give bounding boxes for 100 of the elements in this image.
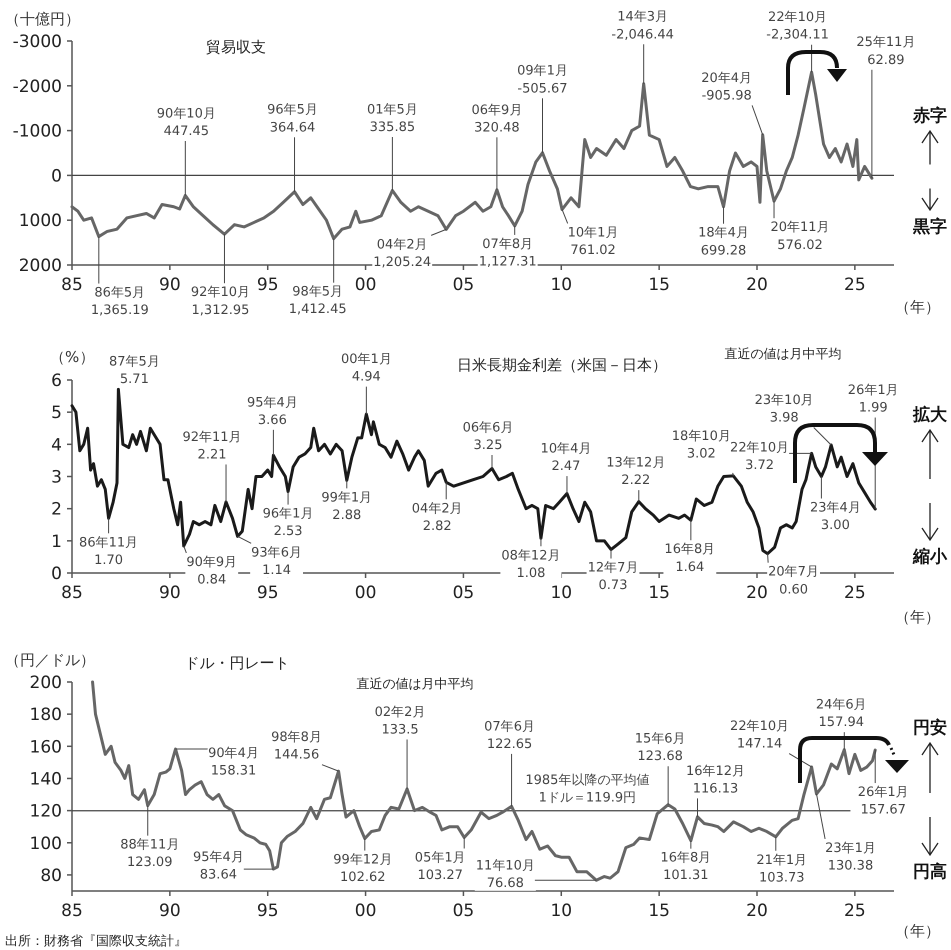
text: 出所：財務省『国際収支統計』 [5, 934, 187, 949]
y-tick-label: 1 [51, 532, 62, 552]
annotation: 86年11月 1.70 [79, 535, 138, 568]
annotation: 11年10月 76.68 [476, 858, 535, 891]
y-tick-label: 200 [30, 673, 62, 693]
text: 円高 [913, 862, 947, 882]
annotation: 12年7月 0.73 [588, 560, 638, 594]
x-tick-label: 85 [61, 901, 83, 921]
x-tick-label: 00 [354, 901, 376, 921]
chart-subtitle: 直近の値は月中平均 [356, 677, 474, 692]
annotation: 20年11月 576.02 [770, 220, 830, 253]
annotation: 23年10月 3.98 [754, 392, 814, 426]
x-tick-label: 10 [550, 583, 572, 603]
y-tick-label: 3 [51, 468, 62, 488]
annotation: 99年12月 102.62 [333, 852, 392, 886]
annotation: 22年10月 3.72 [730, 440, 790, 473]
x-tick-label: 20 [746, 275, 768, 295]
x-tick-label: 25 [844, 275, 866, 295]
x-tick-label: 85 [61, 583, 83, 603]
y-tick-label: -2000 [12, 76, 62, 97]
annotation: 05年1月 103.27 [414, 850, 466, 884]
x-tick-label: 15 [648, 583, 670, 603]
y-axis-title: （円／ドル） [5, 651, 95, 669]
x-tick-label: 10 [550, 901, 572, 921]
x-tick-label: 90 [159, 275, 181, 295]
y-tick-label: 120 [30, 802, 62, 822]
annotation: 07年6月 122.65 [484, 719, 535, 752]
annotation: 90年9月 0.84 [186, 554, 238, 588]
annotation: 02年2月 133.5 [374, 704, 426, 738]
x-tick-label: 25 [844, 583, 866, 603]
annotation: 95年4月 83.64 [192, 850, 244, 883]
annotation: 90年10月 447.45 [156, 106, 216, 139]
x-tick-label: 95 [256, 583, 279, 603]
x-tick-label: 15 [648, 901, 670, 921]
annotation: 88年11月 123.09 [120, 838, 180, 870]
annotation: 16年8月 1.64 [664, 542, 716, 575]
annotation: 15年6月 123.68 [634, 732, 686, 764]
y-axis-title: （十億円） [5, 10, 80, 28]
annotation: 18年4月 699.28 [698, 226, 749, 258]
x-tick-label: 05 [452, 275, 474, 295]
y-tick-label: 180 [30, 705, 62, 726]
annotation: 00年1月 4.94 [340, 352, 392, 385]
annotation: 90年4月 158.31 [208, 746, 259, 779]
annotation: 16年8月 101.31 [660, 850, 712, 884]
x-axis-title: （年） [895, 608, 940, 626]
annotation: 06年9月 320.48 [471, 102, 522, 136]
annotation: 23年1月 130.38 [825, 840, 876, 874]
y-tick-label: 2000 [18, 256, 62, 276]
text: 赤字 [912, 106, 947, 126]
annotation: 20年7月 0.60 [768, 564, 819, 598]
annotation: 04年2月 2.82 [412, 501, 463, 534]
annotation: 06年6月 3.25 [462, 420, 514, 454]
annotation: 86年5月 1,365.19 [90, 286, 149, 318]
annotation: 01年5月 335.85 [366, 102, 418, 135]
chart-title: ドル・円レート [184, 654, 290, 672]
annotation: 18年10月 3.02 [672, 428, 731, 462]
y-tick-label: 140 [30, 769, 62, 790]
x-tick-label: 25 [844, 901, 866, 921]
x-tick-label: 95 [256, 275, 279, 295]
x-tick-label: 90 [159, 901, 181, 921]
x-tick-label: 05 [452, 901, 474, 921]
annotation: 26年1月 1.99 [848, 382, 899, 416]
annotation: 20年4月 -905.98 [701, 70, 752, 104]
annotation: 04年2月 1,205.24 [373, 237, 432, 270]
annotation: 99年1月 2.88 [321, 490, 372, 523]
y-tick-label: 5 [51, 403, 62, 424]
annotation: 08年12月 1.08 [501, 548, 560, 581]
text: 縮小 [912, 547, 948, 567]
annotation: 98年8月 144.56 [271, 730, 322, 763]
x-axis-title: （年） [895, 298, 940, 316]
y-tick-label: 2 [51, 500, 62, 520]
y-tick-label: -3000 [12, 32, 62, 52]
annotation: 25年11月 62.89 [856, 35, 916, 68]
chart-title: 日米長期金利差（米国－日本） [457, 356, 667, 374]
annotation: 92年11月 2.21 [182, 430, 242, 462]
annotation: 16年12月 116.13 [686, 764, 746, 796]
annotation: 93年6月 1.14 [251, 545, 302, 578]
x-tick-label: 15 [648, 275, 670, 295]
annotation: 26年1月 157.67 [858, 785, 909, 818]
annotation: 87年5月 5.71 [108, 354, 160, 387]
annotation: 23年4月 3.00 [810, 500, 861, 534]
x-tick-label: 95 [256, 901, 279, 921]
x-tick-label: 85 [61, 275, 83, 295]
annotation: 10年1月 761.02 [568, 225, 618, 258]
x-tick-label: 20 [746, 901, 768, 921]
annotation: 13年12月 2.22 [606, 456, 666, 488]
y-tick-label: 0 [51, 564, 62, 584]
annotation: 07年8月 1,127.31 [478, 236, 537, 270]
y-tick-label: 80 [40, 866, 62, 886]
ref-line-label: 1985年以降の平均値 1ドル＝119.9円 [525, 772, 650, 806]
text: 円安 [913, 718, 947, 738]
x-tick-label: 10 [550, 275, 572, 295]
x-tick-label: 05 [452, 583, 474, 603]
y-tick-label: 160 [30, 737, 62, 758]
annotation: 22年10月 147.14 [730, 718, 790, 752]
annotation: 24年6月 157.94 [816, 698, 867, 730]
annotation: 95年4月 3.66 [246, 395, 298, 428]
annotation: 96年5月 364.64 [267, 102, 318, 136]
chart-title: 貿易収支 [206, 38, 266, 56]
y-tick-label: 6 [51, 371, 62, 391]
